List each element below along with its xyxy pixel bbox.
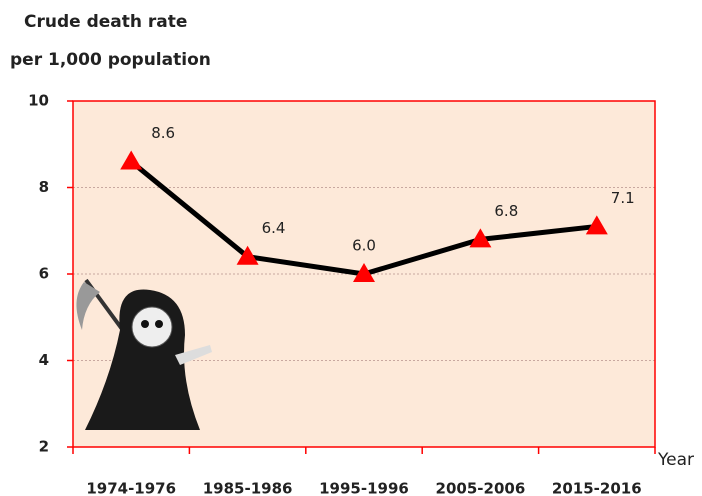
y-tick-label: 4	[39, 351, 49, 369]
x-tick-label: 2015-2016	[552, 480, 642, 496]
marker	[469, 228, 492, 248]
y-tick-label: 10	[28, 92, 49, 110]
data-label: 6.4	[262, 219, 286, 237]
eye	[141, 320, 149, 328]
eye	[155, 320, 163, 328]
x-tick-label: 1974-1976	[86, 480, 176, 496]
scythe-blade	[76, 282, 100, 330]
y-axis-label: per 1,000 population	[10, 50, 211, 70]
x-tick-label: 1995-1996	[319, 480, 409, 496]
marker	[120, 150, 143, 170]
y-axis-label: Crude death rate	[24, 12, 187, 32]
arm	[175, 345, 212, 365]
data-label: 7.1	[611, 189, 635, 207]
y-tick-label: 6	[39, 265, 49, 283]
reaper-illustration	[76, 278, 212, 430]
marker	[353, 263, 375, 282]
x-tick-label: 2005-2006	[436, 480, 526, 496]
x-axis-label: Year	[657, 450, 694, 470]
y-tick-label: 8	[39, 178, 49, 196]
data-label: 6.0	[352, 237, 376, 255]
data-label: 8.6	[151, 124, 175, 142]
y-tick-label: 2	[39, 438, 49, 456]
x-tick-label: 1985-1986	[203, 480, 293, 496]
marker	[585, 215, 608, 235]
skull	[131, 306, 173, 348]
data-label: 6.8	[494, 202, 518, 220]
plot-border	[72, 100, 656, 448]
marker	[236, 245, 259, 265]
